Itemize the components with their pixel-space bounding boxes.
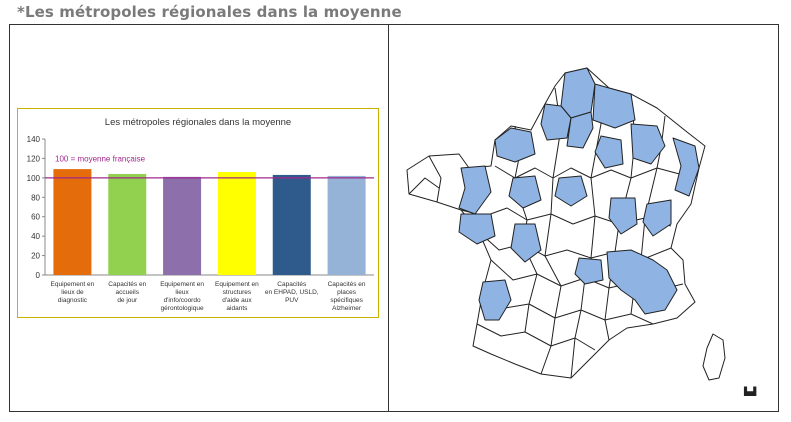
dept-northeast-2	[672, 137, 700, 197]
dept-center-3	[554, 175, 588, 207]
bar-chart: 0 20 40 60 80 100 120 140 Equipement en lieux de d…	[27, 135, 374, 312]
dept-center-6	[574, 257, 604, 285]
dept-center-1	[594, 135, 624, 169]
bar	[272, 174, 311, 275]
y-tick-label: 0	[36, 271, 41, 280]
dept-center-2	[508, 175, 542, 209]
dept-north-1	[560, 67, 596, 119]
y-tick-label: 60	[31, 213, 40, 222]
bar	[53, 169, 92, 275]
bar	[327, 175, 366, 275]
bar	[108, 173, 147, 275]
chart-title: Les métropoles régionales dans la moyenn…	[104, 117, 292, 128]
corner-mark-icon: ▙▟	[744, 387, 757, 396]
x-tick-label: Equipement en lieux de diagnostic	[51, 281, 95, 304]
dept-west-2	[458, 213, 496, 245]
dept-east-1	[642, 199, 672, 237]
content-frame	[9, 24, 779, 412]
x-tick-label: Capacités en accueils de jour	[108, 281, 146, 304]
page-title: *Les métropoles régionales dans la moyen…	[17, 3, 402, 21]
reference-label: 100 = moyenne française	[55, 154, 146, 163]
dept-north-2	[592, 83, 636, 129]
dept-center-5	[510, 223, 542, 263]
frame-divider	[388, 24, 389, 412]
y-tick-label: 80	[31, 193, 40, 202]
x-tick-label: Capacités en places spécifiques Alzheimer	[328, 281, 366, 312]
dept-north-3	[540, 103, 572, 141]
dept-northeast-1	[630, 123, 666, 165]
bar	[217, 172, 256, 275]
y-tick-label: 40	[31, 232, 40, 241]
y-tick-label: 140	[27, 135, 41, 144]
dept-southwest-1	[478, 279, 512, 321]
dept-northwest-1	[494, 127, 536, 163]
corsica	[702, 333, 726, 381]
dept-north-4	[566, 111, 594, 149]
france-map	[406, 67, 726, 381]
dept-southeast-1	[606, 249, 678, 315]
y-tick-label: 120	[27, 154, 41, 163]
chart-panel: Les métropoles régionales dans la moyenn…	[17, 108, 379, 318]
y-tick-label: 20	[31, 252, 40, 261]
y-tick-label: 100	[27, 174, 41, 183]
x-tick-label: Capacités en EHPAD, USLD, PUV	[265, 281, 319, 304]
highlighted-departments	[458, 67, 700, 321]
x-tick-label: Equipement en lieux d'info/coordo gérontolo…	[160, 281, 204, 312]
x-tick-label: Equipement en structures d'aide aux aidants	[215, 281, 259, 312]
bar	[163, 176, 202, 275]
dept-center-4	[608, 197, 638, 235]
